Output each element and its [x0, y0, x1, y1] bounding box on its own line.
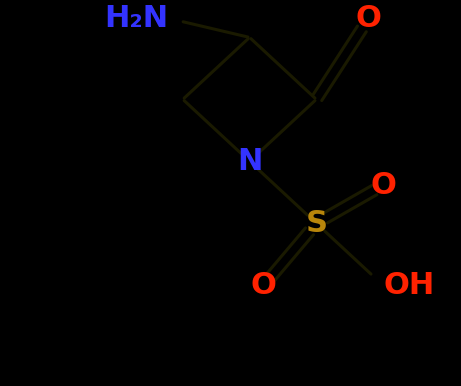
Text: N: N	[237, 147, 262, 176]
Text: O: O	[370, 171, 396, 200]
Text: S: S	[305, 209, 327, 238]
Text: H₂N: H₂N	[105, 4, 169, 33]
Text: O: O	[251, 271, 277, 300]
Text: O: O	[356, 4, 382, 33]
Text: OH: OH	[383, 271, 434, 300]
